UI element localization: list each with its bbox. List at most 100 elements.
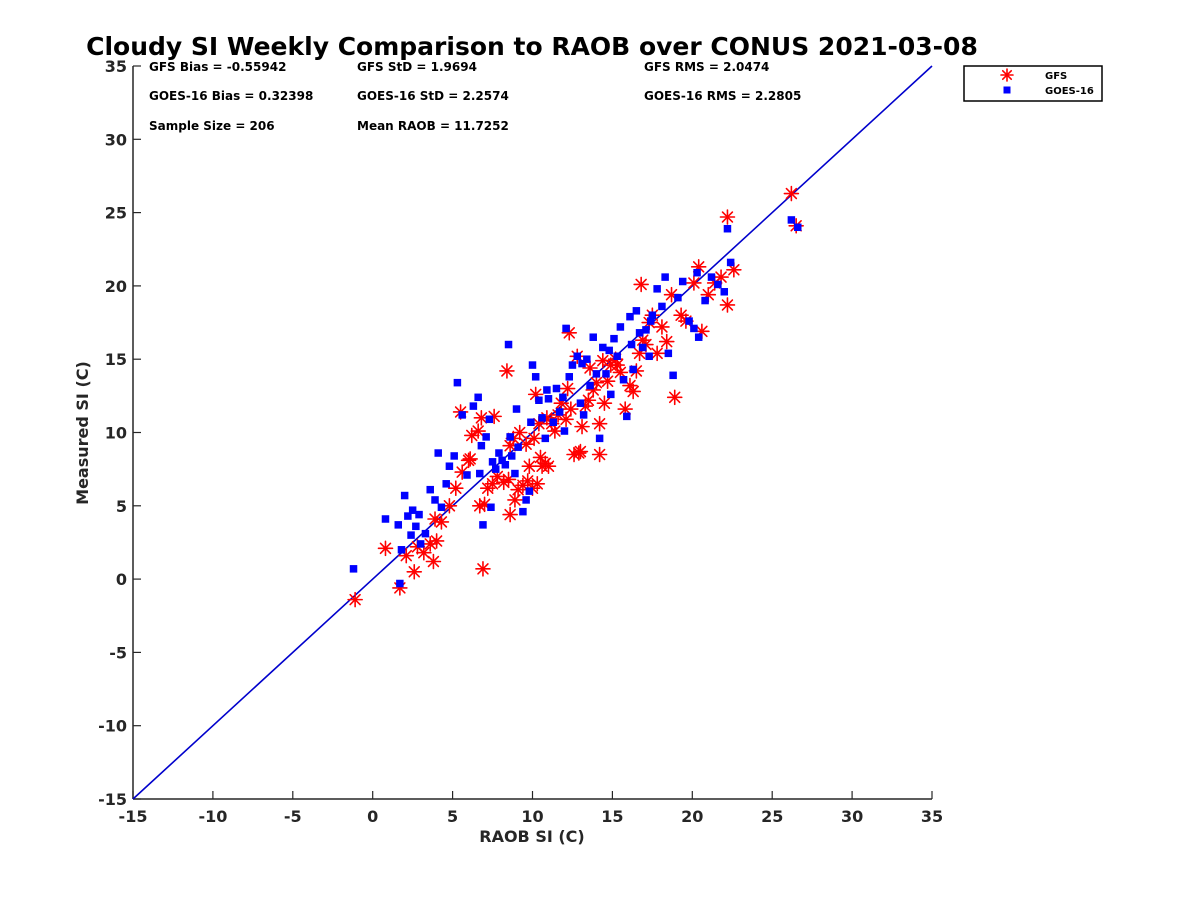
goes-16-point (506, 433, 514, 441)
goes-16-point (397, 546, 406, 554)
goes-16-point (653, 285, 661, 293)
x-tick-label: -15 (119, 807, 148, 826)
goes-16-point (794, 223, 802, 232)
goes-16-point (555, 408, 564, 416)
goes-16-point (723, 224, 732, 233)
goes-16-point (589, 333, 597, 341)
goes-16-point (458, 411, 466, 419)
gfs-point (719, 209, 736, 225)
gfs-point (572, 443, 589, 460)
goes-16-point (400, 491, 409, 500)
legend-box (963, 65, 1103, 102)
goes-16-point (627, 340, 636, 349)
goes-16-point (381, 515, 390, 523)
goes-16-point (552, 384, 561, 393)
goes-16-point (714, 280, 722, 289)
goes-16-point (579, 411, 588, 419)
y-tick-label: 20 (105, 277, 127, 296)
goes-16-point (694, 333, 703, 341)
goes-16-point (599, 343, 607, 352)
goes-16-point (610, 334, 618, 343)
goes-16-point (434, 449, 442, 457)
goes-16-point (415, 510, 423, 519)
goes-16-point (498, 456, 506, 465)
goes-16-point (726, 258, 735, 267)
gfs-point (427, 511, 443, 527)
goes-16-point (491, 465, 500, 473)
goes-16-point (595, 434, 604, 443)
gfs-point (582, 360, 598, 376)
x-tick-label: 25 (761, 807, 783, 826)
goes-16-point (616, 323, 625, 331)
goes-std-text: GOES-16 StD = 2.2574 (357, 89, 509, 103)
goes-16-point (701, 296, 709, 305)
goes-16-point (629, 365, 637, 374)
goes-16-point (685, 317, 693, 325)
goes-16-point (531, 373, 540, 381)
y-axis-label: Measured SI (C) (73, 361, 92, 505)
goes-16-point (623, 412, 631, 421)
x-tick-label: 20 (681, 807, 703, 826)
goes-16-point (349, 565, 358, 573)
goes-16-point (693, 268, 701, 277)
y-tick-label: 5 (116, 497, 127, 516)
x-tick-label: 35 (921, 807, 943, 826)
x-tick-label: 10 (521, 807, 543, 826)
gfs-point (502, 506, 518, 523)
goes-16-point (431, 496, 439, 504)
goes-16-point (592, 370, 601, 378)
gfs-point (596, 395, 613, 411)
one-to-one-line (132, 65, 933, 800)
x-axis-label: RAOB SI (C) (479, 827, 584, 846)
y-tick-label: -10 (98, 717, 127, 736)
mean-raob-text: Mean RAOB = 11.7252 (357, 119, 509, 133)
series-gfs (347, 185, 804, 608)
goes-16-point (586, 381, 594, 390)
goes-16-point (528, 361, 537, 369)
legend-gfs-asterisk-icon (1000, 68, 1014, 82)
goes-16-point (658, 302, 666, 311)
goes-16-point (787, 216, 796, 224)
gfs-point (416, 544, 432, 561)
goes-16-point (407, 531, 415, 539)
goes-16-point (678, 277, 687, 286)
x-tick-label: 5 (447, 807, 458, 826)
axes: -15 -10 -5 0 5 10 15 20 25 30 35 -15 -10 -5 0 5 10 15 20 25… (98, 57, 943, 826)
goes-16-point (707, 273, 716, 281)
x-tick-label: -10 (198, 807, 227, 826)
goes-16-point (602, 370, 610, 378)
gfs-point (471, 497, 488, 514)
gfs-point (686, 275, 702, 291)
gfs-point (499, 363, 515, 379)
goes-16-point (720, 288, 729, 296)
gfs-point (540, 458, 557, 475)
goes-16-point (404, 512, 412, 520)
chart-title: Cloudy SI Weekly Comparison to RAOB over… (86, 32, 978, 61)
goes-16-point (619, 375, 628, 384)
goes-16-point (408, 506, 417, 514)
goes-16-point (543, 386, 551, 394)
goes-16-point (477, 441, 486, 450)
gfs-point (529, 476, 546, 492)
goes-16-point (437, 503, 446, 512)
goes-16-point (463, 471, 471, 479)
gfs-point (433, 514, 450, 530)
gfs-point (547, 423, 563, 439)
goes-16-point (487, 503, 495, 512)
goes-16-point (474, 393, 482, 402)
gfs-point (521, 458, 538, 475)
gfs-point (425, 553, 442, 570)
y-tick-label: -15 (98, 790, 127, 809)
y-tick-label: 0 (116, 570, 127, 589)
goes-16-point (541, 434, 550, 443)
gfs-point (470, 423, 486, 439)
goes-16-point (576, 399, 585, 407)
gfs-point (447, 480, 464, 497)
sample-size-text: Sample Size = 206 (149, 119, 275, 133)
goes-16-point (583, 355, 591, 363)
goes-rms-text: GOES-16 RMS = 2.2805 (644, 89, 801, 103)
goes-16-point (549, 418, 558, 426)
gfs-point (462, 451, 478, 467)
goes-16-point (613, 352, 621, 361)
goes-16-point (426, 485, 434, 494)
